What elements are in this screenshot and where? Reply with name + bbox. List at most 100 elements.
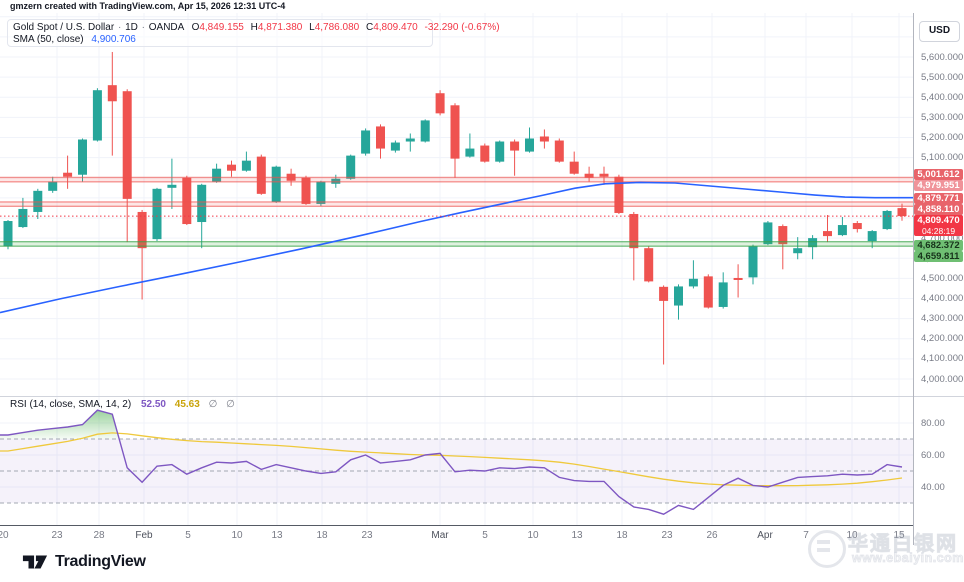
candle-body bbox=[733, 277, 743, 280]
candle-body bbox=[92, 90, 102, 141]
price-level-label: 4,659.811 bbox=[914, 250, 963, 262]
candle-body bbox=[584, 173, 594, 178]
candle-body bbox=[3, 221, 13, 247]
main-chart-canvas[interactable] bbox=[0, 13, 913, 525]
sma-label: SMA (50, close) bbox=[13, 34, 84, 45]
candle-body bbox=[614, 176, 624, 213]
candle-body bbox=[227, 164, 236, 171]
time-tick-label: Feb bbox=[135, 530, 153, 541]
rsi-value: 52.50 bbox=[140, 399, 166, 410]
price-band[interactable] bbox=[0, 241, 913, 247]
price-level-label: 4,879.771 bbox=[914, 193, 963, 204]
rsi-ma-line[interactable] bbox=[0, 432, 903, 487]
candle-body bbox=[167, 184, 177, 188]
tradingview-logo[interactable]: TradingView bbox=[22, 552, 146, 572]
time-tick-label: 7 bbox=[803, 530, 809, 541]
tradingview-logo-icon bbox=[22, 555, 48, 569]
rsi-ma-value: 45.63 bbox=[174, 399, 200, 410]
candle-body bbox=[897, 208, 907, 217]
price-level-label: 4,809.470 04:28:19 bbox=[914, 215, 963, 236]
price-level-label: 4,979.951 bbox=[914, 179, 963, 191]
currency-usd-button[interactable]: USD bbox=[919, 21, 960, 42]
candle-body bbox=[48, 181, 58, 191]
candle-body bbox=[629, 213, 639, 249]
countdown-timer: 04:28:19 bbox=[921, 226, 956, 236]
rsi-label: RSI (14, close, SMA, 14, 2) bbox=[10, 399, 132, 410]
candle-body bbox=[525, 138, 534, 152]
price-tick-label: 5,200.000 bbox=[921, 132, 964, 143]
candle-body bbox=[599, 173, 609, 177]
open-value: 4,849.155 bbox=[199, 22, 244, 33]
high-value: 4,871.380 bbox=[257, 22, 303, 33]
candle-body bbox=[78, 139, 87, 175]
candle-body bbox=[405, 138, 415, 142]
time-tick-label: 5 bbox=[185, 530, 191, 541]
price-axis[interactable]: USD 5,600.000 5,500.000 5,400.000 5,300.000… bbox=[913, 13, 964, 525]
time-tick-label: Apr bbox=[757, 530, 773, 541]
candle-body bbox=[763, 222, 773, 245]
price-band[interactable] bbox=[0, 177, 913, 182]
price-tick-label: 4,100.000 bbox=[921, 353, 964, 365]
time-axis[interactable]: 20 23 28 Feb 5 10 13 18 23 Mar 5 10 13 18 23 26 Apr 7 10 15 bbox=[0, 525, 913, 546]
time-tick-label: Mar bbox=[431, 530, 449, 541]
time-tick-label: 28 bbox=[93, 530, 105, 541]
rsi-tick-label: 60.00 bbox=[921, 449, 945, 461]
candle-body bbox=[688, 278, 698, 287]
rsi-line[interactable] bbox=[0, 409, 903, 515]
candle-body bbox=[882, 210, 892, 230]
time-tick-label: 20 bbox=[0, 530, 9, 541]
candle-body bbox=[465, 148, 475, 157]
time-tick-label: 13 bbox=[571, 530, 583, 541]
rsi-tick-label: 40.00 bbox=[921, 481, 945, 493]
sma50-line[interactable] bbox=[0, 181, 913, 314]
open-label: O bbox=[191, 22, 200, 33]
candle-body bbox=[808, 238, 818, 248]
price-level-label: 4,682.372 bbox=[914, 239, 963, 251]
time-tick-label: 18 bbox=[616, 530, 628, 541]
candle-body bbox=[346, 155, 356, 179]
time-tick-label: 10 bbox=[527, 530, 539, 541]
legend-separator: · bbox=[141, 22, 145, 33]
candle-body bbox=[420, 120, 430, 142]
time-tick-label: 23 bbox=[361, 530, 373, 541]
candle-body bbox=[241, 160, 251, 171]
symbol-legend-row: Gold Spot / U.S. Dollar · 1D · OANDA O4,… bbox=[13, 22, 500, 34]
footer: TradingView bbox=[0, 545, 964, 582]
candle-body bbox=[554, 140, 564, 162]
candle-body bbox=[107, 85, 117, 102]
candle-body bbox=[718, 282, 728, 307]
rsi-legend[interactable]: RSI (14, close, SMA, 14, 2) 52.50 45.63 … bbox=[10, 399, 235, 410]
interval-label: 1D bbox=[125, 22, 138, 33]
rsi-overbought-fill bbox=[0, 410, 120, 439]
attribution-text: gmzern created with TradingView.com, Apr… bbox=[10, 1, 286, 11]
sma-legend-row[interactable]: SMA (50, close) 4,900.706 bbox=[13, 34, 427, 46]
price-tick-label: 4,700.000 bbox=[921, 232, 964, 244]
rsi-empty-value: ∅ bbox=[226, 399, 235, 410]
candle-body bbox=[63, 172, 73, 177]
time-tick-label: 23 bbox=[51, 530, 63, 541]
candle-body bbox=[480, 145, 490, 162]
time-tick-label: 13 bbox=[271, 530, 283, 541]
price-band[interactable] bbox=[0, 201, 913, 207]
high-label: H bbox=[250, 22, 258, 33]
candle-body bbox=[182, 177, 192, 225]
candle-body bbox=[674, 286, 683, 306]
candle-body bbox=[435, 93, 445, 114]
price-tick-label: 4,300.000 bbox=[921, 313, 964, 325]
candle-body bbox=[510, 141, 520, 151]
candle-body bbox=[793, 248, 803, 254]
candle-body bbox=[837, 225, 847, 236]
candle-body bbox=[197, 184, 207, 223]
rsi-empty-value: ∅ bbox=[208, 399, 218, 410]
time-tick-label: 10 bbox=[231, 530, 243, 541]
candle-body bbox=[390, 142, 400, 151]
exchange-label: OANDA bbox=[148, 22, 184, 33]
pane-divider[interactable] bbox=[0, 396, 964, 397]
price-tick-label: 5,100.000 bbox=[921, 152, 964, 164]
price-tick-label: 4,400.000 bbox=[921, 293, 964, 304]
time-tick-label: 18 bbox=[316, 530, 328, 541]
close-label: C bbox=[365, 22, 374, 33]
candle-body bbox=[539, 136, 549, 142]
symbol-legend[interactable]: Gold Spot / U.S. Dollar · 1D · OANDA O4,… bbox=[7, 19, 500, 47]
price-axis-border bbox=[913, 13, 914, 545]
